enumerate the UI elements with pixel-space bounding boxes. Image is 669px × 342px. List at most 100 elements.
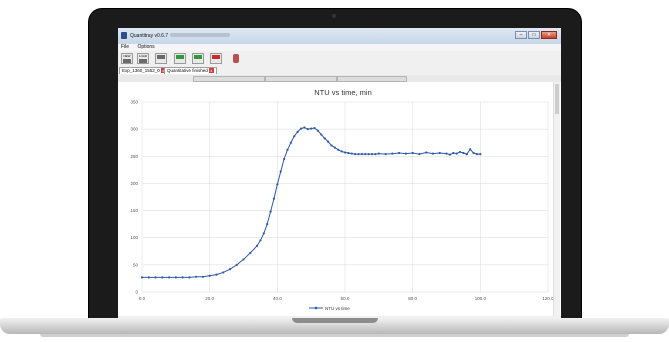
data-point bbox=[354, 153, 357, 156]
y-tick-label: 0 bbox=[135, 290, 138, 295]
load-button-label: LOAD bbox=[138, 54, 148, 58]
minimize-button[interactable]: – bbox=[515, 31, 527, 39]
window-title: Quantitray v0.6.7 bbox=[130, 33, 169, 39]
menu-file[interactable]: File bbox=[121, 44, 130, 50]
data-point bbox=[462, 151, 465, 155]
x-tick-label: 60.0 bbox=[341, 296, 350, 301]
data-point bbox=[455, 152, 458, 155]
data-point bbox=[411, 151, 414, 155]
save-icon bbox=[157, 55, 165, 59]
data-point bbox=[333, 146, 336, 149]
data-point bbox=[255, 244, 259, 247]
data-point bbox=[347, 151, 350, 155]
stop-button[interactable] bbox=[210, 53, 222, 64]
webcam-icon bbox=[332, 14, 336, 18]
laptop-base bbox=[0, 318, 669, 342]
x-tick-label: 80.0 bbox=[408, 296, 417, 301]
data-point bbox=[195, 275, 198, 278]
data-point bbox=[384, 153, 387, 156]
app-window: Quantitray v0.6.7 – □ ✕ File Options NEW… bbox=[118, 28, 561, 319]
x-tick-label: 40.0 bbox=[273, 296, 282, 301]
load-button[interactable]: LOAD bbox=[137, 53, 149, 64]
data-point bbox=[404, 152, 407, 155]
data-point bbox=[188, 276, 191, 279]
legend: NTU vs time bbox=[309, 306, 350, 311]
new-button[interactable]: NEW bbox=[121, 53, 133, 64]
sub-tab-2[interactable] bbox=[265, 76, 337, 82]
data-point bbox=[299, 127, 303, 130]
data-point bbox=[289, 141, 292, 144]
vertical-scrollbar[interactable] bbox=[553, 82, 560, 316]
data-point bbox=[316, 129, 320, 132]
data-point bbox=[360, 153, 364, 156]
data-point bbox=[475, 153, 479, 156]
laptop-base-shell bbox=[0, 318, 669, 334]
toolbar: NEW LOAD bbox=[118, 51, 561, 67]
data-point bbox=[266, 223, 269, 226]
data-point bbox=[377, 152, 380, 155]
data-point bbox=[147, 276, 150, 279]
data-point bbox=[425, 151, 428, 154]
stop-red-icon bbox=[212, 55, 220, 59]
legend-marker-icon bbox=[314, 306, 318, 310]
data-point bbox=[293, 135, 296, 138]
data-point bbox=[330, 144, 333, 147]
data-point bbox=[326, 140, 330, 143]
data-point bbox=[323, 137, 326, 140]
start-button[interactable] bbox=[174, 53, 186, 64]
data-point bbox=[303, 126, 306, 129]
save-button[interactable] bbox=[155, 53, 167, 64]
laptop-base-foot bbox=[40, 334, 629, 337]
data-point bbox=[445, 152, 448, 155]
data-point bbox=[374, 153, 377, 156]
x-tick-label: 100.0 bbox=[475, 296, 487, 301]
series-points bbox=[140, 126, 482, 279]
maximize-button[interactable]: □ bbox=[528, 31, 540, 39]
tab-close-icon[interactable]: x bbox=[160, 68, 166, 74]
data-point bbox=[398, 151, 401, 155]
data-point bbox=[448, 153, 451, 156]
data-point bbox=[269, 210, 272, 213]
data-point bbox=[154, 276, 157, 279]
menu-options[interactable]: Options bbox=[137, 44, 155, 50]
series-line bbox=[142, 126, 481, 278]
x-tick-label: 0.0 bbox=[139, 296, 146, 301]
data-point bbox=[181, 276, 184, 279]
data-point bbox=[276, 183, 279, 186]
x-tick-labels: 0.0 20.0 40.0 60.0 80.0 100.0 120.0 bbox=[139, 296, 554, 301]
data-point bbox=[340, 150, 343, 153]
data-point bbox=[228, 268, 232, 271]
tab-quantitative[interactable]: Quantitative finished x bbox=[164, 67, 217, 74]
y-tick-label: 350 bbox=[130, 100, 138, 105]
data-point bbox=[235, 263, 238, 266]
data-point bbox=[208, 274, 211, 277]
data-point bbox=[283, 157, 286, 161]
sub-tab-1[interactable] bbox=[193, 76, 265, 82]
data-point bbox=[167, 276, 171, 279]
data-point bbox=[367, 153, 370, 156]
x-tick-label: 120.0 bbox=[542, 296, 554, 301]
legend-label: NTU vs time bbox=[325, 306, 350, 311]
tab-close-icon[interactable]: x bbox=[208, 68, 214, 74]
chart-grid bbox=[141, 101, 549, 293]
data-point bbox=[272, 197, 276, 200]
data-point bbox=[458, 150, 462, 154]
data-point bbox=[431, 152, 435, 155]
hand-button[interactable] bbox=[230, 53, 242, 64]
y-tick-label: 300 bbox=[130, 127, 138, 132]
data-point bbox=[337, 148, 340, 151]
data-point bbox=[479, 153, 482, 156]
data-point bbox=[452, 151, 455, 155]
tab-experiment[interactable]: Exp_1360_1552_0x bbox=[119, 67, 169, 74]
load-icon bbox=[139, 59, 147, 63]
close-button[interactable]: ✕ bbox=[541, 31, 557, 39]
data-point bbox=[350, 152, 353, 155]
tab-quantitative-label: Quantitative finished bbox=[167, 68, 208, 73]
data-point bbox=[343, 151, 347, 154]
export-button[interactable] bbox=[192, 53, 204, 64]
scrollbar-thumb[interactable] bbox=[555, 84, 559, 114]
window-controls: – □ ✕ bbox=[515, 31, 557, 39]
sub-tab-3[interactable] bbox=[337, 76, 407, 82]
new-button-label: NEW bbox=[123, 54, 131, 58]
data-point bbox=[262, 232, 265, 235]
